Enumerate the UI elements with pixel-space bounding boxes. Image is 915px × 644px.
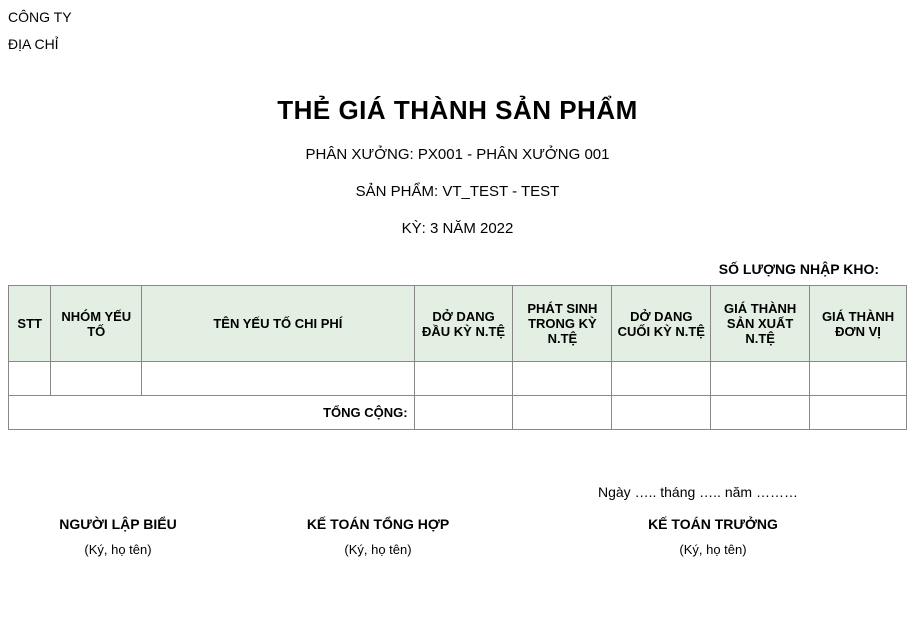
- top-labels: CÔNG TY ĐỊA CHỈ: [8, 4, 907, 57]
- product-line: SẢN PHẨM: VT_TEST - TEST: [8, 183, 907, 200]
- col-nhom: NHÓM YẾU TỐ: [51, 286, 142, 362]
- cell-ten: [142, 362, 414, 396]
- signer-1-title: NGƯỜI LẬP BIỂU: [8, 516, 228, 532]
- address-label: ĐỊA CHỈ: [8, 31, 907, 58]
- title-block: THẺ GIÁ THÀNH SẢN PHẨM PHÂN XƯỞNG: PX001…: [8, 95, 907, 237]
- footer: Ngày ….. tháng ….. năm ……… NGƯỜI LẬP BIỂ…: [8, 484, 907, 557]
- col-giathanh-dv: GIÁ THÀNH ĐƠN VỊ: [810, 286, 907, 362]
- page-title: THẺ GIÁ THÀNH SẢN PHẨM: [8, 95, 907, 126]
- total-label: TỔNG CỘNG:: [9, 396, 415, 430]
- col-dodang-ck: DỞ DANG CUỐI KỲ N.TỆ: [612, 286, 711, 362]
- stock-in-label: SỐ LƯỢNG NHẬP KHO:: [8, 261, 907, 277]
- cell-stt: [9, 362, 51, 396]
- workshop-line: PHÂN XƯỞNG: PX001 - PHÂN XƯỞNG 001: [8, 146, 907, 163]
- signer-3-title: KẾ TOÁN TRƯỞNG: [528, 516, 898, 532]
- cell-dodang-ck: [612, 362, 711, 396]
- col-dodang-dk: DỞ DANG ĐẦU KỲ N.TỆ: [414, 286, 513, 362]
- col-phatsinh: PHÁT SINH TRONG KỲ N.TỆ: [513, 286, 612, 362]
- total-giathanh-dv: [810, 396, 907, 430]
- period-line: KỲ: 3 NĂM 2022: [8, 220, 907, 237]
- cost-table: STT NHÓM YẾU TỐ TÊN YẾU TỐ CHI PHÍ DỞ DA…: [8, 285, 907, 430]
- sign-row: NGƯỜI LẬP BIỂU (Ký, họ tên) KẾ TOÁN TỔNG…: [8, 516, 907, 557]
- signer-3-sub: (Ký, họ tên): [528, 542, 898, 557]
- signer-1: NGƯỜI LẬP BIỂU (Ký, họ tên): [8, 516, 228, 557]
- signer-3: KẾ TOÁN TRƯỞNG (Ký, họ tên): [528, 516, 898, 557]
- table-header-row: STT NHÓM YẾU TỐ TÊN YẾU TỐ CHI PHÍ DỞ DA…: [9, 286, 907, 362]
- cell-giathanh-dv: [810, 362, 907, 396]
- signer-2-title: KẾ TOÁN TỔNG HỢP: [228, 516, 528, 532]
- cell-nhom: [51, 362, 142, 396]
- date-line: Ngày ….. tháng ….. năm ………: [8, 484, 907, 500]
- cell-phatsinh: [513, 362, 612, 396]
- table-total-row: TỔNG CỘNG:: [9, 396, 907, 430]
- total-dodang-dk: [414, 396, 513, 430]
- total-dodang-ck: [612, 396, 711, 430]
- signer-1-sub: (Ký, họ tên): [8, 542, 228, 557]
- total-giathanh-sx: [711, 396, 810, 430]
- total-phatsinh: [513, 396, 612, 430]
- signer-2: KẾ TOÁN TỔNG HỢP (Ký, họ tên): [228, 516, 528, 557]
- company-label: CÔNG TY: [8, 4, 907, 31]
- col-stt: STT: [9, 286, 51, 362]
- col-giathanh-sx: GIÁ THÀNH SẢN XUẤT N.TỆ: [711, 286, 810, 362]
- signer-2-sub: (Ký, họ tên): [228, 542, 528, 557]
- page-root: CÔNG TY ĐỊA CHỈ THẺ GIÁ THÀNH SẢN PHẨM P…: [0, 0, 915, 557]
- col-ten: TÊN YẾU TỐ CHI PHÍ: [142, 286, 414, 362]
- table-row: [9, 362, 907, 396]
- cell-dodang-dk: [414, 362, 513, 396]
- cell-giathanh-sx: [711, 362, 810, 396]
